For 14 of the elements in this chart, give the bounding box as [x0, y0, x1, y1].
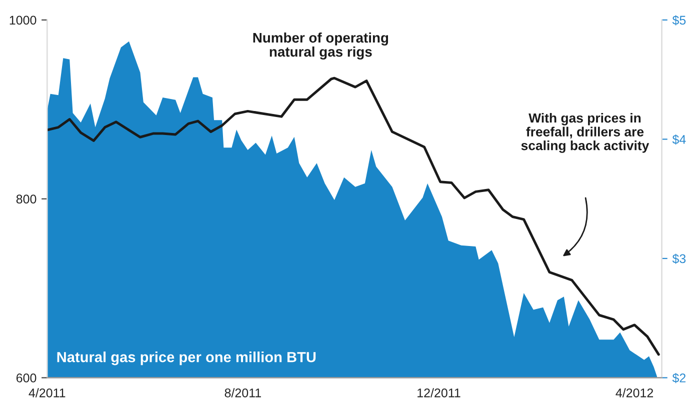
y2-tick-label: $4: [672, 134, 686, 145]
series-label: Natural gas price per one million BTU: [57, 352, 316, 366]
x-tick-label: 4/2012: [616, 388, 654, 398]
x-tick-label: 4/2011: [28, 388, 66, 398]
annotation: With gas prices in freefall, drillers are scaling back activity: [521, 112, 650, 153]
y-tick-label: 1000: [10, 16, 36, 25]
x-tick-label: 12/2011: [418, 388, 460, 398]
x-tick-label: 8/2011: [224, 388, 261, 398]
text: Number of operating natural gas rigs: [253, 32, 388, 60]
y2-tick-label: $3: [672, 254, 686, 264]
y2-tick-label: $5: [672, 15, 686, 26]
y-tick-label: 800: [16, 194, 36, 204]
y-tick-label: 600: [16, 374, 36, 382]
y2-tick-label: $2: [672, 373, 686, 384]
